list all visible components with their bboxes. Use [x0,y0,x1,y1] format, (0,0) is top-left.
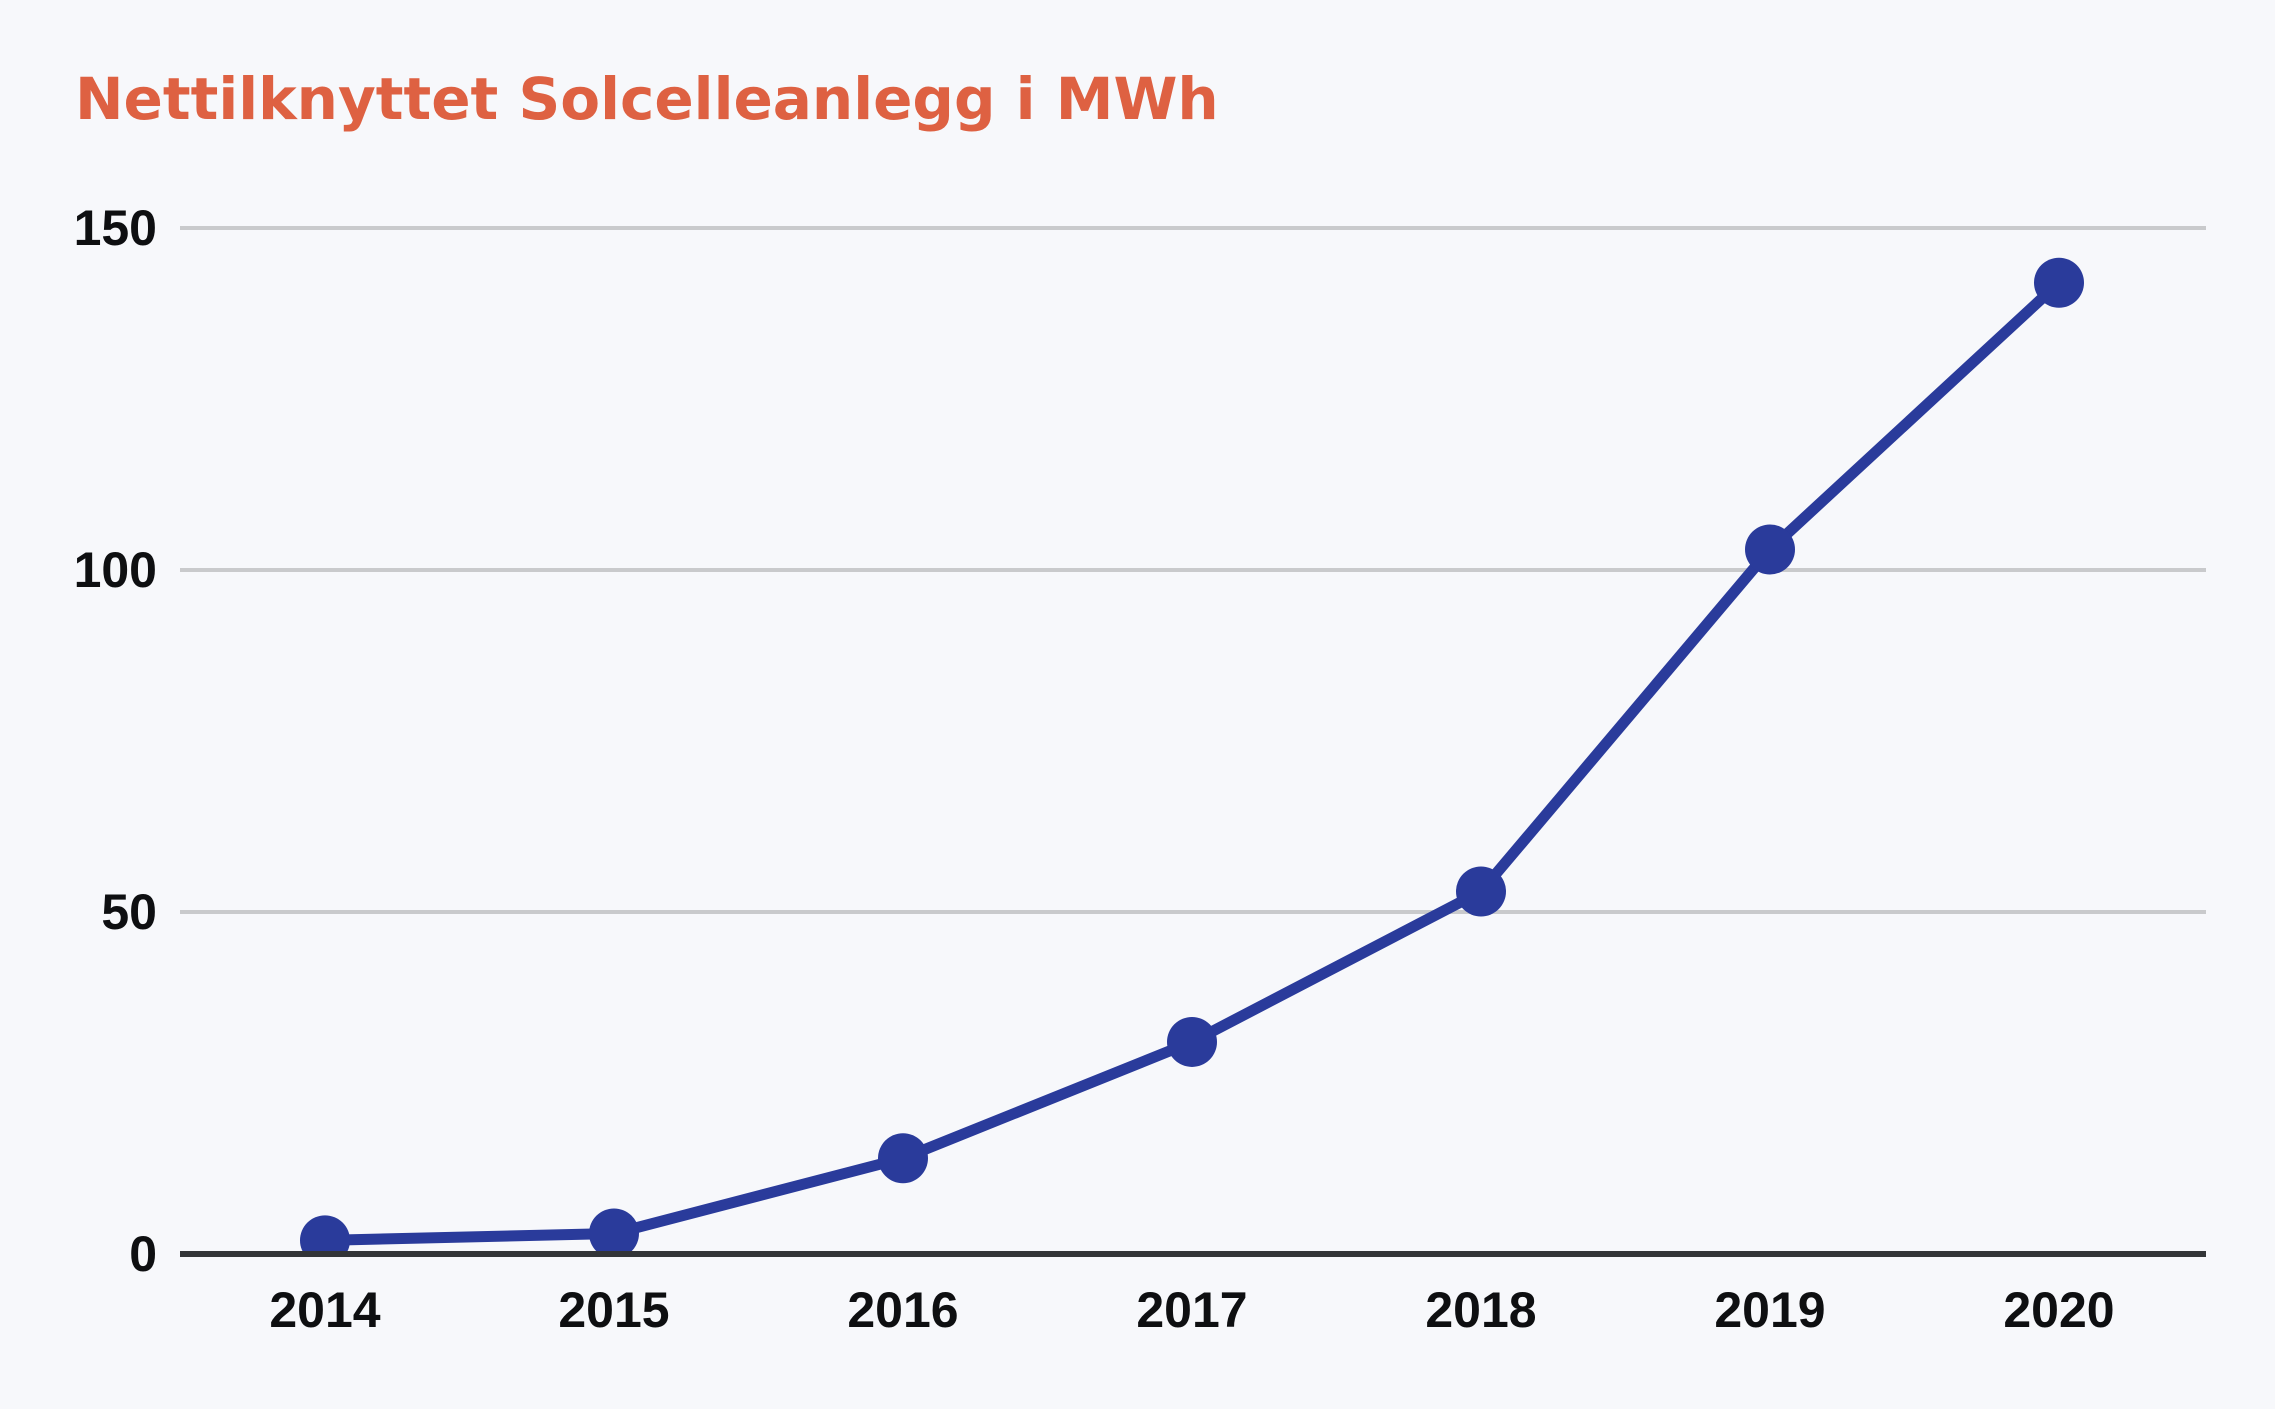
data-point [1456,866,1506,917]
data-point [1745,524,1795,575]
x-tick-label: 2015 [558,1282,669,1338]
series-group [300,257,2084,1257]
x-tick-label: 2018 [1425,1282,1536,1338]
data-point [878,1133,928,1184]
y-tick-label: 50 [101,884,157,940]
y-tick-label: 0 [129,1226,157,1282]
x-tick-label: 2017 [1136,1282,1247,1338]
x-tick-label: 2016 [847,1282,958,1338]
chart-title: Nettilknyttet Solcelleanlegg i MWh [75,65,1219,133]
x-tick-label: 2014 [269,1282,380,1338]
x-tick-label: 2019 [1714,1282,1825,1338]
data-point [2034,257,2084,308]
y-tick-label: 150 [74,200,157,256]
data-point [589,1208,639,1257]
series-line [319,277,2065,1246]
y-tick-label: 100 [74,542,157,598]
data-point [300,1215,350,1257]
x-tick-label: 2020 [2003,1282,2114,1338]
data-point [1167,1016,1217,1067]
